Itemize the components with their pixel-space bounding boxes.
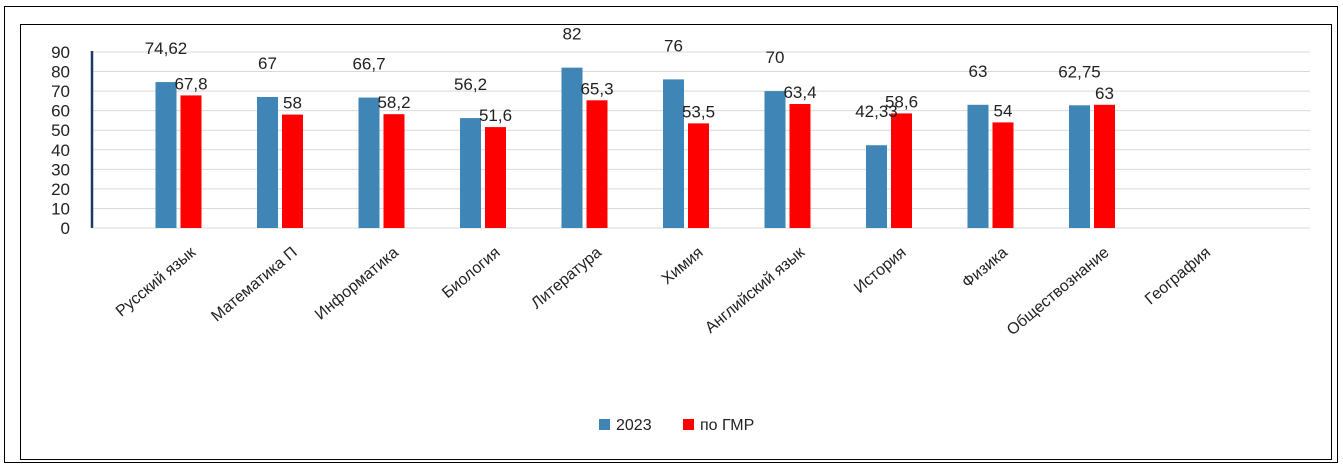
bar-series-1: [460, 118, 481, 228]
data-label: 74,62: [145, 39, 188, 58]
bars: [155, 67, 1115, 229]
data-label: 67: [258, 54, 277, 73]
x-category-label: Информатика: [312, 244, 402, 324]
data-label: 63,4: [783, 83, 816, 102]
data-label: 63: [1095, 84, 1114, 103]
bar-series-2: [992, 122, 1014, 228]
x-category-label: Математика П: [208, 244, 300, 325]
y-tick-label: 90: [51, 43, 70, 62]
data-label: 67,8: [174, 74, 207, 93]
bar-series-2: [789, 104, 811, 228]
bar-series-1: [764, 91, 786, 228]
x-axis-labels: Русский язык Математика П Информатика Биоло…: [113, 243, 1214, 339]
data-label: 42,33: [855, 102, 898, 121]
y-tick-label: 70: [51, 82, 70, 101]
legend: 2023 по ГМР: [599, 417, 754, 434]
data-label: 65,3: [580, 79, 613, 98]
x-category-label: Обществознание: [1004, 244, 1113, 339]
x-category-label: Химия: [659, 244, 707, 288]
y-tick-label: 80: [51, 63, 70, 82]
chart-inner-border: [20, 24, 1332, 460]
data-label: 66,7: [352, 55, 385, 74]
bar-series-1: [561, 67, 583, 229]
data-label: 63: [969, 62, 988, 81]
x-category-label: История: [851, 244, 909, 297]
data-labels: 74,62 67,8 67 58 66,7 58,2 56,2 51,6 82 65,3 76 53,…: [145, 25, 1114, 125]
data-label: 76: [664, 36, 683, 55]
y-tick-label: 40: [51, 141, 70, 160]
bar-series-1: [663, 79, 684, 228]
bar-series-1: [866, 145, 887, 228]
data-label: 51,6: [479, 106, 512, 125]
data-label: 82: [563, 25, 582, 44]
data-label: 58: [283, 94, 302, 113]
bar-series-2: [1094, 104, 1115, 228]
bar-series-1: [1069, 105, 1090, 228]
data-label: 70: [766, 48, 785, 67]
x-category-label: Русский язык: [113, 243, 200, 320]
data-label: 54: [994, 101, 1013, 120]
y-tick-label: 10: [51, 199, 70, 218]
bar-series-2: [383, 114, 405, 228]
x-category-label: Биология: [439, 244, 503, 302]
x-category-label: Английский язык: [702, 243, 809, 336]
legend-swatch: [683, 419, 694, 430]
x-category-label: География: [1142, 244, 1214, 308]
x-category-label: Физика: [959, 244, 1011, 292]
legend-swatch: [599, 419, 610, 430]
bar-series-1: [257, 96, 278, 228]
x-category-label: Литература: [528, 244, 605, 312]
data-label: 62,75: [1058, 62, 1101, 81]
y-tick-label: 20: [51, 180, 70, 199]
bar-series-1: [155, 82, 177, 228]
data-label: 56,2: [454, 75, 487, 94]
legend-label: по ГМР: [700, 417, 754, 434]
y-tick-label: 0: [61, 219, 70, 238]
bar-series-2: [180, 95, 202, 228]
bar-series-2: [891, 113, 912, 228]
y-tick-label: 50: [51, 121, 70, 140]
bar-series-2: [485, 127, 506, 228]
bar-series-2: [688, 123, 709, 228]
y-tick-label: 60: [51, 102, 70, 121]
y-tick-label: 30: [51, 160, 70, 179]
data-label: 53,5: [682, 102, 715, 121]
bar-series-2: [586, 100, 608, 228]
data-label: 58,6: [885, 92, 918, 111]
bar-series-1: [967, 104, 989, 228]
data-label: 58,2: [377, 93, 410, 112]
legend-label: 2023: [616, 417, 652, 434]
bar-series-2: [282, 114, 303, 228]
bar-series-1: [358, 97, 380, 228]
